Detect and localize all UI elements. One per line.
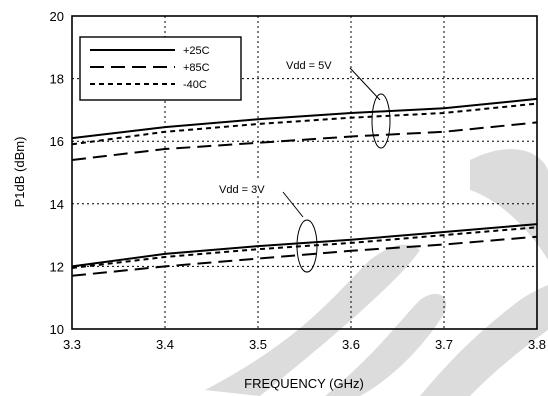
legend-label: -40C: [183, 79, 207, 91]
annotation-text: Vdd = 5V: [286, 60, 332, 72]
x-tick-label: 3.7: [435, 337, 453, 352]
y-tick-label: 12: [50, 259, 64, 274]
y-tick-label: 18: [50, 72, 64, 87]
annotation-ellipse: [371, 93, 391, 149]
annotation-bg: [283, 57, 347, 72]
annotation-vdd-5v: Vdd = 5V: [283, 57, 391, 149]
annotation-ellipse: [296, 219, 318, 273]
series-line: [71, 97, 538, 140]
x-tick-label: 3.3: [63, 337, 81, 352]
legend-label: +85C: [183, 62, 210, 74]
annotation-vdd-3v: Vdd = 3V: [216, 181, 318, 273]
annotation-text: Vdd = 3V: [219, 184, 265, 196]
series-line: [71, 102, 538, 146]
y-tick-label: 14: [50, 197, 64, 212]
series-group: [71, 97, 538, 277]
series-line: [71, 121, 538, 161]
legend: +25C +85C -40C: [79, 36, 242, 101]
y-tick-label: 10: [50, 322, 64, 337]
series-line: [71, 223, 538, 268]
annotation-leader: [349, 67, 381, 101]
x-axis-label: FREQUENCY (GHz): [244, 376, 364, 391]
legend-box: [79, 36, 242, 101]
x-tick-label: 3.8: [528, 337, 546, 352]
y-tick-label: 16: [50, 134, 64, 149]
x-tick-label: 3.4: [156, 337, 174, 352]
x-tick-label: 3.5: [249, 337, 267, 352]
y-tick-label: 20: [50, 9, 64, 24]
legend-label: +25C: [183, 45, 210, 57]
watermark: [205, 149, 548, 396]
y-axis-label: P1dB (dBm): [12, 137, 27, 208]
y-tick-labels: 10 12 14 16 18 20: [50, 9, 64, 337]
annotation-leader: [282, 191, 304, 218]
plot-frame: [71, 15, 538, 330]
annotation-bg: [216, 181, 280, 196]
series-line: [71, 226, 538, 269]
x-tick-label: 3.6: [342, 337, 360, 352]
series-line: [71, 235, 538, 277]
x-tick-labels: 3.3 3.4 3.5 3.6 3.7 3.8: [63, 337, 546, 352]
